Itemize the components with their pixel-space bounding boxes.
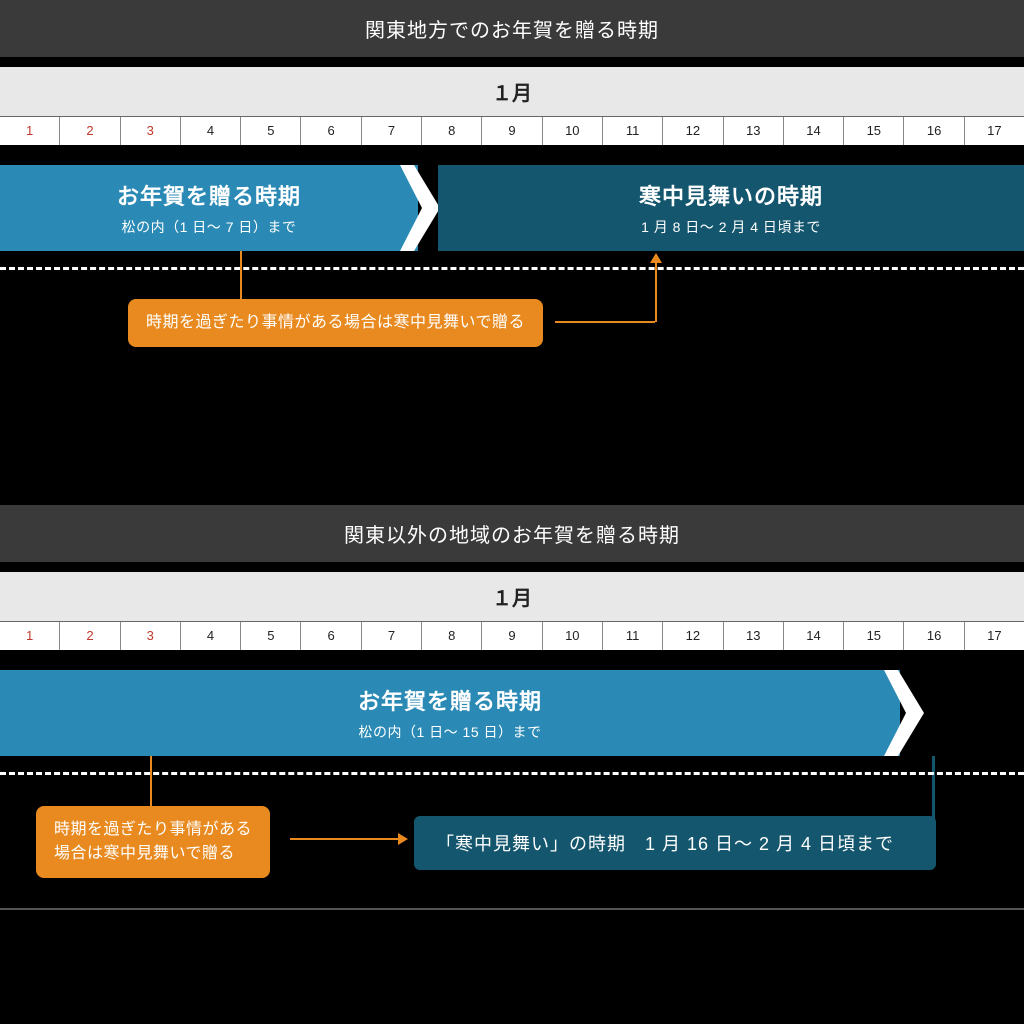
onenga-period-bar: お年賀を贈る時期 松の内（1 日～ 7 日）まで bbox=[0, 165, 418, 251]
note-box: 時期を過ぎたり事情がある場合は寒中見舞いで贈る bbox=[128, 299, 543, 347]
day-cell: 4 bbox=[181, 622, 241, 650]
day-cell: 4 bbox=[181, 117, 241, 145]
day-cell: 12 bbox=[663, 622, 723, 650]
day-cell: 17 bbox=[965, 622, 1024, 650]
day-cell: 13 bbox=[724, 117, 784, 145]
connector-line bbox=[555, 321, 655, 323]
section1-days: 1234567891011121314151617 bbox=[0, 117, 1024, 145]
day-cell: 15 bbox=[844, 117, 904, 145]
day-cell: 17 bbox=[965, 117, 1024, 145]
onenga-sub: 松の内（1 日～ 15 日）まで bbox=[358, 722, 541, 742]
day-cell: 3 bbox=[121, 117, 181, 145]
day-cell: 14 bbox=[784, 117, 844, 145]
day-cell: 6 bbox=[301, 117, 361, 145]
section2-days: 1234567891011121314151617 bbox=[0, 622, 1024, 650]
kanchu-sub: 1 月 8 日～ 2 月 4 日頃まで bbox=[641, 217, 821, 237]
kanchu-title: 寒中見舞いの時期 bbox=[639, 179, 823, 211]
day-cell: 10 bbox=[543, 117, 603, 145]
section2-month: １月 bbox=[0, 572, 1024, 622]
day-cell: 12 bbox=[663, 117, 723, 145]
connector-line bbox=[290, 838, 398, 840]
day-cell: 1 bbox=[0, 117, 60, 145]
bottom-rule bbox=[0, 908, 1024, 910]
kanchu-info-box: 「寒中見舞い」の時期 1 月 16 日～ 2 月 4 日頃まで bbox=[414, 816, 936, 870]
connector-line bbox=[655, 261, 657, 322]
day-cell: 5 bbox=[241, 622, 301, 650]
section1-month: １月 bbox=[0, 67, 1024, 117]
day-cell: 2 bbox=[60, 117, 120, 145]
day-cell: 5 bbox=[241, 117, 301, 145]
day-cell: 1 bbox=[0, 622, 60, 650]
section1-timeline: お年賀を贈る時期 松の内（1 日～ 7 日）まで 寒中見舞いの時期 1 月 8 … bbox=[0, 145, 1024, 405]
day-cell: 9 bbox=[482, 117, 542, 145]
connector-line bbox=[240, 251, 242, 301]
day-cell: 11 bbox=[603, 117, 663, 145]
spacer bbox=[0, 405, 1024, 505]
day-cell: 16 bbox=[904, 117, 964, 145]
day-cell: 11 bbox=[603, 622, 663, 650]
day-cell: 2 bbox=[60, 622, 120, 650]
day-cell: 7 bbox=[362, 117, 422, 145]
day-cell: 16 bbox=[904, 622, 964, 650]
dashed-divider bbox=[0, 267, 1024, 270]
day-cell: 6 bbox=[301, 622, 361, 650]
day-cell: 10 bbox=[543, 622, 603, 650]
day-cell: 7 bbox=[362, 622, 422, 650]
arrow-right-icon bbox=[398, 833, 408, 845]
note-box: 時期を過ぎたり事情がある 場合は寒中見舞いで贈る bbox=[36, 806, 270, 878]
day-cell: 13 bbox=[724, 622, 784, 650]
onenga-sub: 松の内（1 日～ 7 日）まで bbox=[122, 217, 297, 237]
section2-timeline: お年賀を贈る時期 松の内（1 日～ 15 日）まで 時期を過ぎたり事情がある 場… bbox=[0, 650, 1024, 920]
connector-line bbox=[150, 756, 152, 808]
kanchu-period-bar: 寒中見舞いの時期 1 月 8 日～ 2 月 4 日頃まで bbox=[438, 165, 1024, 251]
day-cell: 9 bbox=[482, 622, 542, 650]
onenga-period-bar: お年賀を贈る時期 松の内（1 日～ 15 日）まで bbox=[0, 670, 900, 756]
day-cell: 15 bbox=[844, 622, 904, 650]
section2-title: 関東以外の地域のお年賀を贈る時期 bbox=[0, 505, 1024, 562]
dashed-divider bbox=[0, 772, 1024, 775]
section1-title: 関東地方でのお年賀を贈る時期 bbox=[0, 0, 1024, 57]
onenga-title: お年賀を贈る時期 bbox=[117, 179, 301, 211]
day-cell: 14 bbox=[784, 622, 844, 650]
arrow-up-icon bbox=[650, 253, 662, 263]
day-cell: 3 bbox=[121, 622, 181, 650]
onenga-title: お年賀を贈る時期 bbox=[358, 684, 542, 716]
day-cell: 8 bbox=[422, 622, 482, 650]
day-cell: 8 bbox=[422, 117, 482, 145]
